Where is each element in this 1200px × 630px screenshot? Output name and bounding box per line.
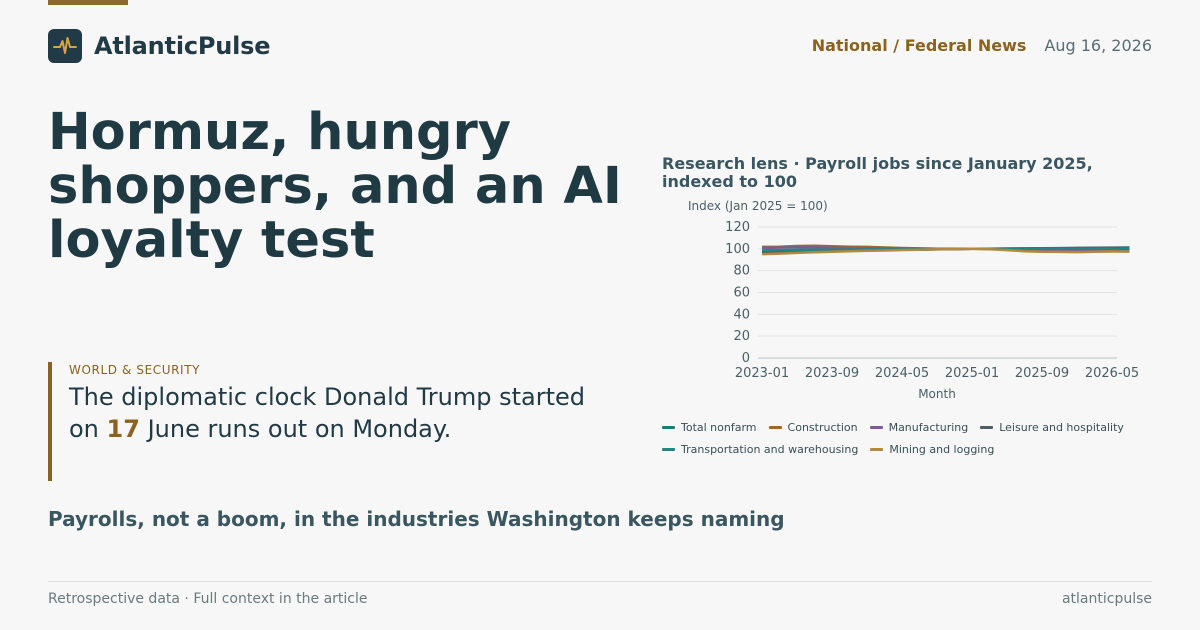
line-chart: Index (Jan 2025 = 100) 0 20 40 60 80 100 120 2… <box>688 199 1139 401</box>
legend-item: Leisure and hospitality <box>980 419 1124 435</box>
deck-text-start: The diplomatic clock Donald Trump starte… <box>69 383 585 443</box>
deck-highlight-number: 17 <box>106 415 140 443</box>
deck-block: WORLD & SECURITY The diplomatic clock Do… <box>48 362 618 481</box>
footer-note: Retrospective data · Full context in the… <box>48 591 368 607</box>
legend-label: Leisure and hospitality <box>999 420 1124 434</box>
x-tick-label: 2024-05 <box>875 366 929 381</box>
x-tick-label: 2023-09 <box>805 366 859 381</box>
headline: Hormuz, hungry shoppers, and an AI loyal… <box>48 103 622 270</box>
footer-divider <box>48 581 1152 582</box>
x-tick-label: 2026-05 <box>1085 366 1139 381</box>
y-tick-label: 120 <box>725 220 750 235</box>
deck-text-end: June runs out on Monday. <box>139 415 452 443</box>
y-tick-label: 40 <box>733 307 750 322</box>
legend-item: Total nonfarm <box>662 419 757 435</box>
y-tick-label: 20 <box>733 329 750 344</box>
series-line-5 <box>761 247 1130 256</box>
legend-label: Total nonfarm <box>681 420 757 434</box>
header-meta: National / Federal News Aug 16, 2026 <box>812 36 1152 55</box>
y-tick-label: 80 <box>733 264 750 279</box>
y-tick-label: 0 <box>742 351 750 366</box>
deck-text: The diplomatic clock Donald Trump starte… <box>69 381 618 445</box>
legend-swatch <box>870 447 884 451</box>
legend-item: Mining and logging <box>870 441 994 457</box>
brand-name: AtlanticPulse <box>94 32 271 60</box>
legend-swatch <box>662 447 675 451</box>
legend-label: Manufacturing <box>888 420 969 434</box>
chart-legend: Total nonfarm Construction Manufacturing Le… <box>662 419 1142 457</box>
footer-site[interactable]: atlanticpulse <box>1061 591 1152 607</box>
chart-title: Research lens · Payroll jobs since Janua… <box>662 154 1093 191</box>
legend-swatch <box>980 425 994 429</box>
y-tick-label: 100 <box>725 242 750 257</box>
x-tick-labels: 2023-01 2023-09 2024-05 2025-01 2025-09 2026-… <box>735 366 1139 381</box>
legend-item: Manufacturing <box>869 419 969 435</box>
takeaway: Payrolls, not a boom, in the industries … <box>48 507 785 531</box>
section-link[interactable]: National / Federal News <box>811 36 1027 55</box>
x-tick-label: 2025-09 <box>1015 366 1069 381</box>
x-tick-label: 2025-01 <box>945 366 999 381</box>
y-axis-title: Index (Jan 2025 = 100) <box>688 199 828 213</box>
legend-swatch <box>869 425 883 429</box>
publish-date: Aug 16, 2026 <box>1044 36 1152 55</box>
legend-swatch <box>662 425 675 429</box>
legend-item: Transportation and warehousing <box>662 441 858 457</box>
legend-label: Mining and logging <box>889 442 995 456</box>
legend-label: Construction <box>787 420 858 434</box>
brand[interactable]: AtlanticPulse <box>48 29 271 63</box>
y-tick-label: 60 <box>733 286 750 301</box>
chart-series <box>761 244 1130 256</box>
x-axis-title: Month <box>918 387 956 401</box>
legend-swatch <box>768 425 782 429</box>
legend-label: Transportation and warehousing <box>681 442 859 456</box>
y-tick-labels: 0 20 40 60 80 100 120 <box>725 220 750 366</box>
legend-item: Construction <box>768 419 858 435</box>
pulse-icon <box>48 29 82 63</box>
kicker: WORLD & SECURITY <box>69 363 201 377</box>
x-tick-label: 2023-01 <box>735 366 789 381</box>
top-accent-bar <box>48 0 128 5</box>
